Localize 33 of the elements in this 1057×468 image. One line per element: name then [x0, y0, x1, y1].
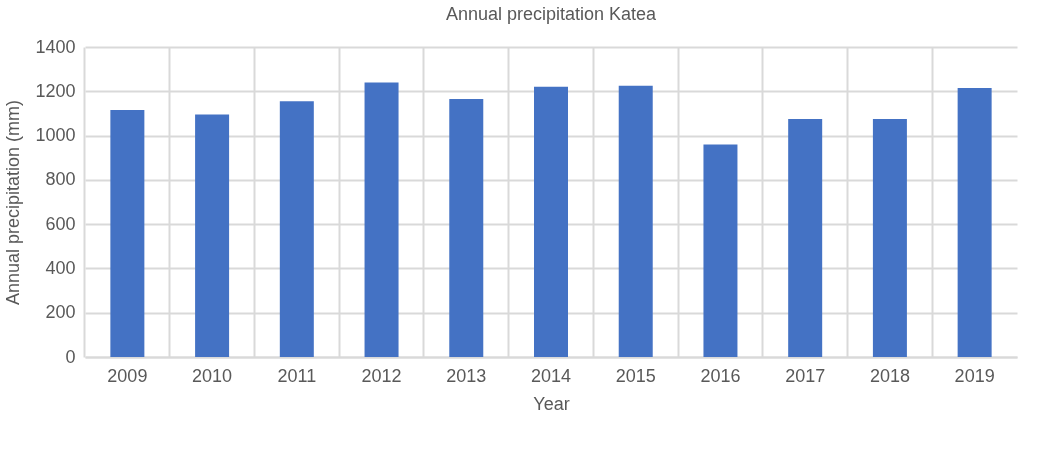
y-tick-label: 1000 — [35, 125, 76, 146]
x-tick-label: 2017 — [785, 365, 826, 386]
bar — [195, 114, 230, 357]
y-tick-label: 400 — [45, 257, 76, 278]
bar — [872, 118, 907, 357]
bar — [703, 144, 738, 357]
x-axis-title: Year — [533, 393, 570, 414]
y-tick-label: 600 — [45, 213, 76, 234]
y-tick-label: 1400 — [35, 36, 76, 57]
x-tick-label: 2010 — [192, 365, 233, 386]
x-tick-label: 2016 — [700, 365, 741, 386]
bar — [110, 110, 145, 357]
y-axis-title: Annual precipitation (mm) — [3, 99, 24, 306]
bar — [788, 118, 823, 357]
bar — [957, 87, 992, 357]
x-tick-label: 2019 — [954, 365, 995, 386]
x-tick-label: 2009 — [107, 365, 148, 386]
bar — [364, 82, 399, 357]
y-tick-label: 0 — [65, 346, 76, 367]
bar — [279, 101, 314, 357]
x-tick-label: 2011 — [277, 365, 317, 386]
x-tick-label: 2018 — [869, 365, 910, 386]
bar — [618, 85, 653, 357]
x-tick-label: 2013 — [446, 365, 487, 386]
x-tick-label: 2015 — [615, 365, 656, 386]
chart-title: Annual precipitation Katea — [445, 4, 658, 24]
y-tick-label: 1200 — [35, 80, 76, 101]
y-tick-label: 200 — [45, 302, 76, 323]
y-tick-label: 800 — [45, 169, 76, 190]
x-tick-label: 2014 — [530, 365, 572, 386]
bar — [449, 99, 484, 357]
bar — [534, 86, 568, 357]
x-tick-label: 2012 — [361, 365, 402, 386]
